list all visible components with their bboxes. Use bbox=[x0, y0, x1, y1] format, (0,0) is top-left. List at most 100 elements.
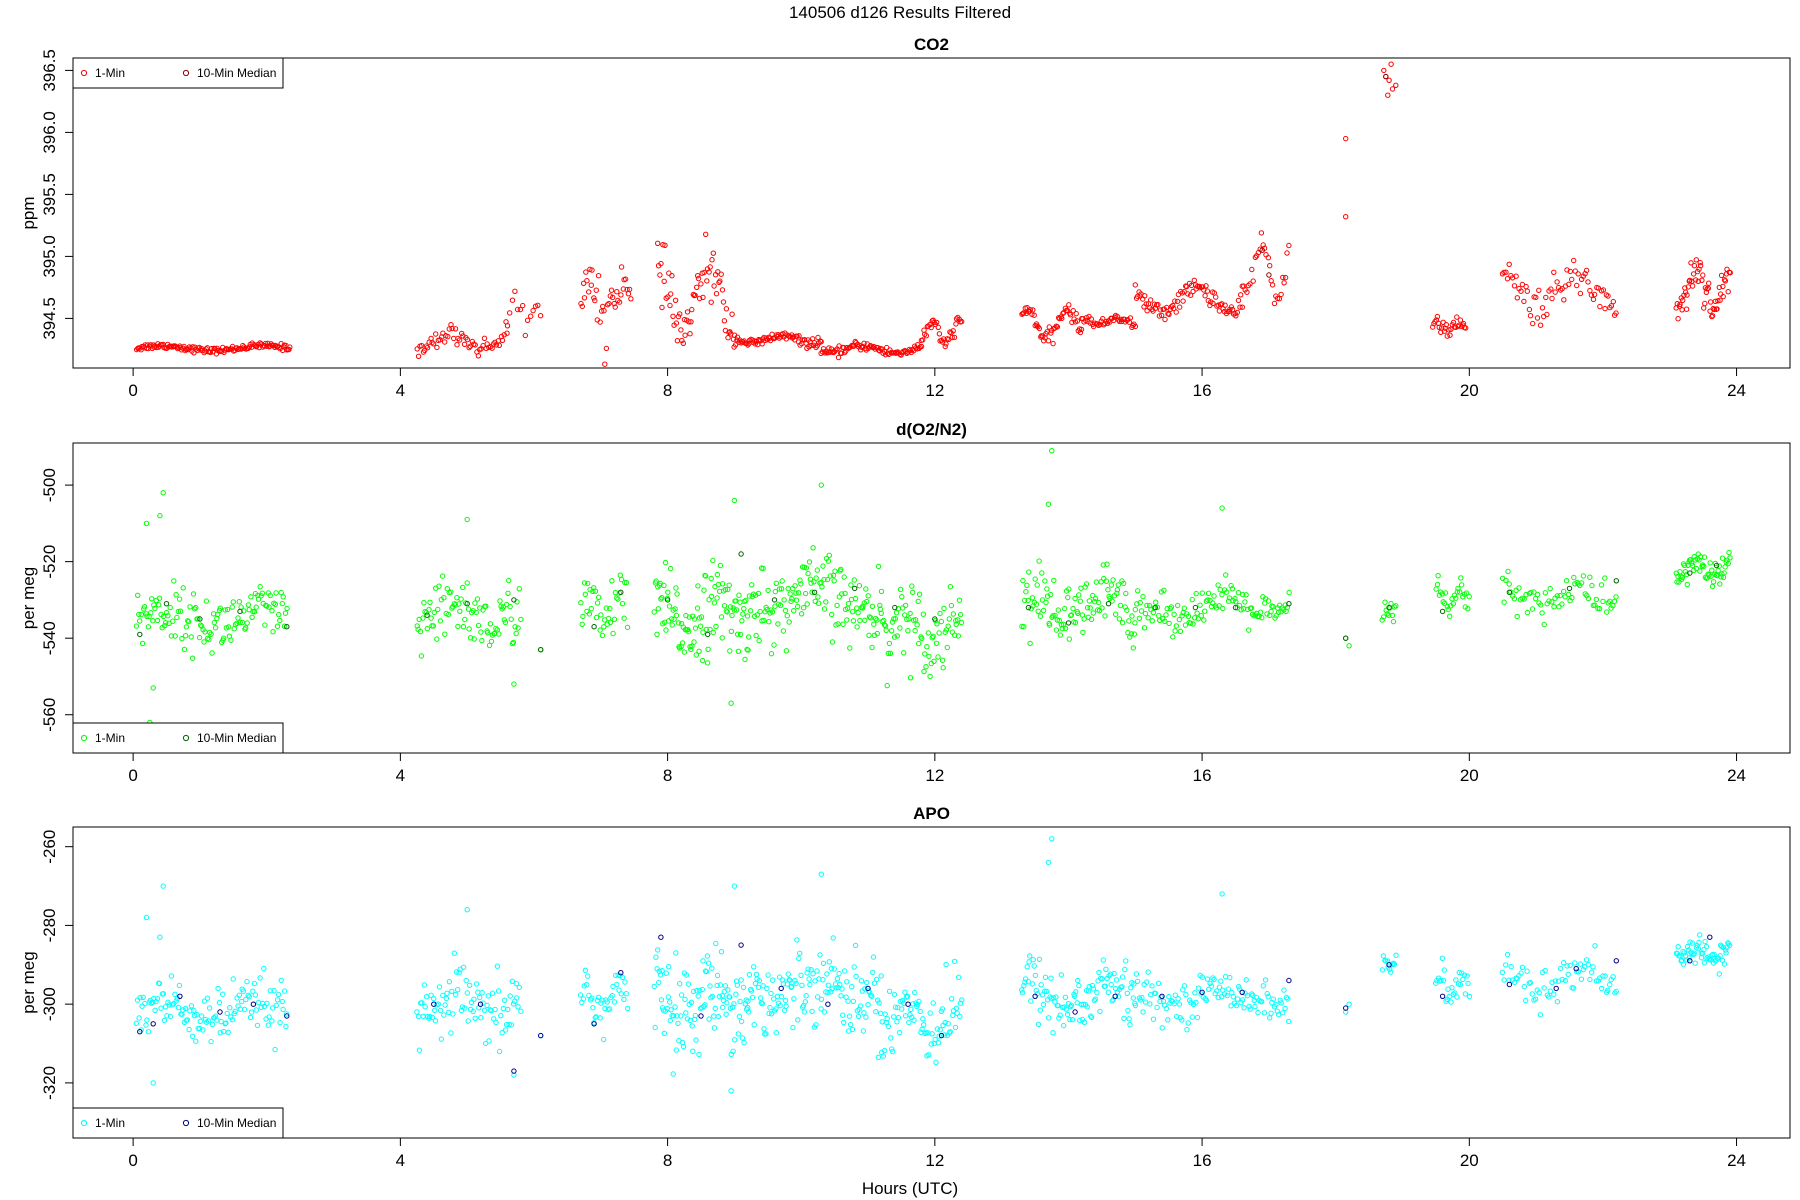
point-1min bbox=[793, 597, 800, 603]
point-1min bbox=[486, 642, 493, 649]
point-1min bbox=[1212, 990, 1218, 997]
point-1min bbox=[493, 625, 499, 632]
point-1min bbox=[604, 302, 611, 308]
x-tick-label: 4 bbox=[396, 1151, 405, 1170]
point-1min bbox=[248, 594, 254, 600]
point-1min bbox=[1567, 268, 1574, 275]
point-1min bbox=[1524, 968, 1530, 974]
point-1min bbox=[1548, 286, 1554, 292]
point-1min bbox=[465, 606, 472, 612]
point-1min bbox=[185, 619, 192, 625]
point-1min bbox=[1264, 990, 1270, 997]
point-1min bbox=[1676, 579, 1682, 585]
point-1min bbox=[1386, 77, 1392, 84]
point-1min bbox=[869, 993, 875, 999]
point-1min bbox=[904, 993, 911, 999]
point-1min bbox=[1551, 991, 1557, 997]
point-1min bbox=[208, 1038, 214, 1045]
point-1min bbox=[197, 1025, 203, 1032]
point-1min bbox=[1346, 643, 1352, 649]
point-1min bbox=[175, 1004, 182, 1011]
point-1min bbox=[1503, 962, 1509, 968]
point-1min bbox=[1034, 582, 1040, 588]
point-1min bbox=[460, 584, 466, 591]
point-1min bbox=[884, 682, 890, 689]
point-1min bbox=[686, 614, 693, 620]
point-1min bbox=[708, 593, 715, 600]
point-median bbox=[1383, 73, 1389, 80]
point-1min bbox=[1092, 996, 1099, 1002]
point-1min bbox=[1389, 612, 1396, 619]
point-1min bbox=[497, 598, 503, 604]
point-1min bbox=[1559, 976, 1565, 983]
point-1min bbox=[770, 977, 776, 983]
point-median bbox=[591, 1021, 597, 1027]
point-1min bbox=[933, 640, 940, 646]
point-1min bbox=[172, 991, 178, 997]
point-1min bbox=[1690, 271, 1697, 277]
point-1min bbox=[718, 949, 725, 955]
point-1min bbox=[257, 584, 263, 590]
point-1min bbox=[1570, 985, 1577, 991]
point-1min bbox=[235, 615, 241, 621]
point-1min bbox=[1228, 304, 1235, 310]
point-1min bbox=[1261, 1010, 1268, 1016]
point-1min bbox=[1205, 597, 1211, 603]
point-1min bbox=[669, 273, 675, 279]
point-1min bbox=[504, 323, 511, 329]
point-1min bbox=[672, 606, 678, 612]
point-1min bbox=[757, 608, 763, 615]
point-1min bbox=[1225, 986, 1232, 992]
point-1min bbox=[1179, 613, 1185, 619]
point-1min bbox=[1580, 966, 1587, 973]
point-1min bbox=[418, 342, 425, 349]
point-1min bbox=[957, 1013, 963, 1020]
point-1min bbox=[1541, 621, 1547, 628]
point-1min bbox=[1280, 274, 1286, 281]
point-1min bbox=[1111, 970, 1117, 977]
point-1min bbox=[886, 640, 893, 647]
point-1min bbox=[282, 610, 289, 616]
point-1min bbox=[1193, 999, 1199, 1006]
x-tick-label: 0 bbox=[128, 1151, 137, 1170]
point-1min bbox=[593, 287, 599, 293]
point-1min bbox=[859, 344, 865, 351]
point-1min bbox=[598, 612, 604, 618]
point-1min bbox=[431, 609, 437, 616]
point-1min bbox=[1097, 321, 1103, 328]
point-1min bbox=[1088, 1014, 1095, 1020]
point-1min bbox=[708, 575, 714, 582]
plot-frame bbox=[72, 826, 1791, 1139]
point-1min bbox=[471, 636, 477, 642]
point-1min bbox=[667, 565, 674, 572]
point-1min bbox=[607, 605, 613, 612]
point-1min bbox=[932, 1036, 938, 1043]
point-1min bbox=[700, 629, 706, 635]
point-1min bbox=[950, 328, 956, 334]
point-1min bbox=[426, 607, 432, 613]
point-1min bbox=[417, 628, 424, 635]
point-1min bbox=[703, 231, 709, 238]
point-1min bbox=[1110, 317, 1117, 324]
point-median bbox=[938, 1032, 945, 1039]
point-1min bbox=[707, 264, 713, 270]
point-1min bbox=[611, 300, 617, 307]
point-1min bbox=[503, 1021, 510, 1028]
point-1min bbox=[749, 994, 756, 1001]
point-1min bbox=[923, 664, 929, 670]
point-1min bbox=[1228, 582, 1234, 589]
point-1min bbox=[880, 1053, 886, 1059]
point-1min bbox=[1562, 977, 1569, 984]
point-1min bbox=[1571, 574, 1577, 581]
point-median bbox=[1105, 601, 1112, 607]
point-1min bbox=[1129, 613, 1135, 619]
point-median bbox=[1025, 604, 1032, 611]
point-1min bbox=[1441, 600, 1448, 606]
y-tick-label: 394.5 bbox=[40, 297, 59, 340]
point-1min bbox=[752, 980, 759, 987]
point-1min bbox=[1286, 1018, 1292, 1025]
point-1min bbox=[225, 1029, 231, 1036]
point-1min bbox=[606, 1006, 613, 1012]
legend-marker-1min bbox=[80, 69, 88, 77]
point-1min bbox=[708, 299, 714, 305]
